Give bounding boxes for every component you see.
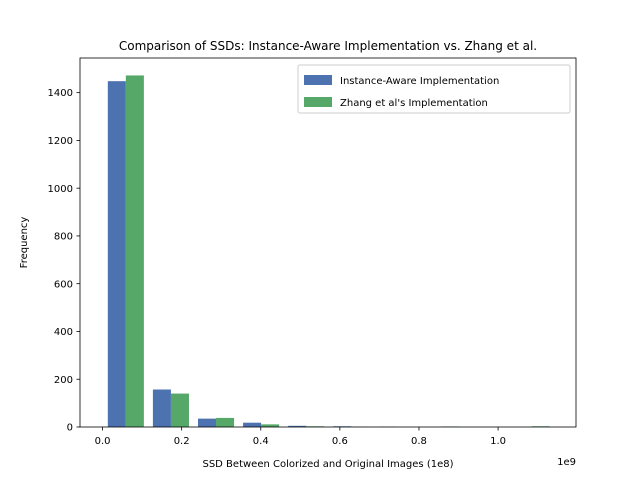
bars-group: [107, 75, 550, 428]
y-axis: 0 200 400 600 800 1000 1200 1400: [48, 88, 80, 434]
y-tick-label: 1000: [48, 184, 73, 195]
bar-series-2-bin-3: [216, 417, 235, 427]
legend-label-2: Zhang et al's Implementation: [340, 98, 488, 109]
x-tick-label: 0.0: [95, 436, 111, 447]
bar-series-1-bin-1: [107, 81, 126, 427]
x-tick-label: 0.6: [332, 436, 348, 447]
bar-series-2-bin-4: [261, 424, 280, 427]
x-axis-label: SSD Between Colorized and Original Image…: [202, 459, 453, 470]
chart-title: Comparison of SSDs: Instance-Aware Imple…: [119, 39, 537, 53]
legend-label-1: Instance-Aware Implementation: [340, 76, 499, 87]
y-tick-label: 400: [54, 327, 73, 338]
y-tick-label: 1400: [48, 88, 73, 99]
bar-series-1-bin-5: [288, 425, 307, 427]
legend-box: [297, 64, 571, 114]
x-tick-label: 0.8: [411, 436, 427, 447]
y-tick-label: 600: [54, 279, 73, 290]
bar-series-2-bin-2: [170, 393, 189, 427]
y-tick-label: 0: [67, 423, 73, 434]
plot-frame: [79, 57, 577, 428]
bar-series-1-bin-4: [243, 422, 262, 427]
x-tick-label: 0.2: [174, 436, 190, 447]
x-axis-offset-text: 1e9: [557, 457, 576, 468]
bar-series-1-bin-2: [152, 389, 171, 427]
y-tick-label: 1200: [48, 136, 73, 147]
bar-series-2-bin-1: [125, 75, 144, 428]
legend-swatch-1: [304, 75, 332, 85]
y-tick-label: 800: [54, 232, 73, 243]
legend-swatch-2: [304, 97, 332, 107]
x-axis: 0.0 0.2 0.4 0.6 0.8 1.0: [95, 427, 506, 447]
legend: Instance-Aware Implementation Zhang et al…: [297, 64, 571, 114]
y-axis-label: Frequency: [19, 217, 30, 269]
x-tick-label: 1.0: [490, 436, 506, 447]
bar-series-1-bin-3: [197, 418, 217, 427]
y-tick-label: 200: [54, 375, 73, 386]
x-tick-label: 0.4: [253, 436, 269, 447]
